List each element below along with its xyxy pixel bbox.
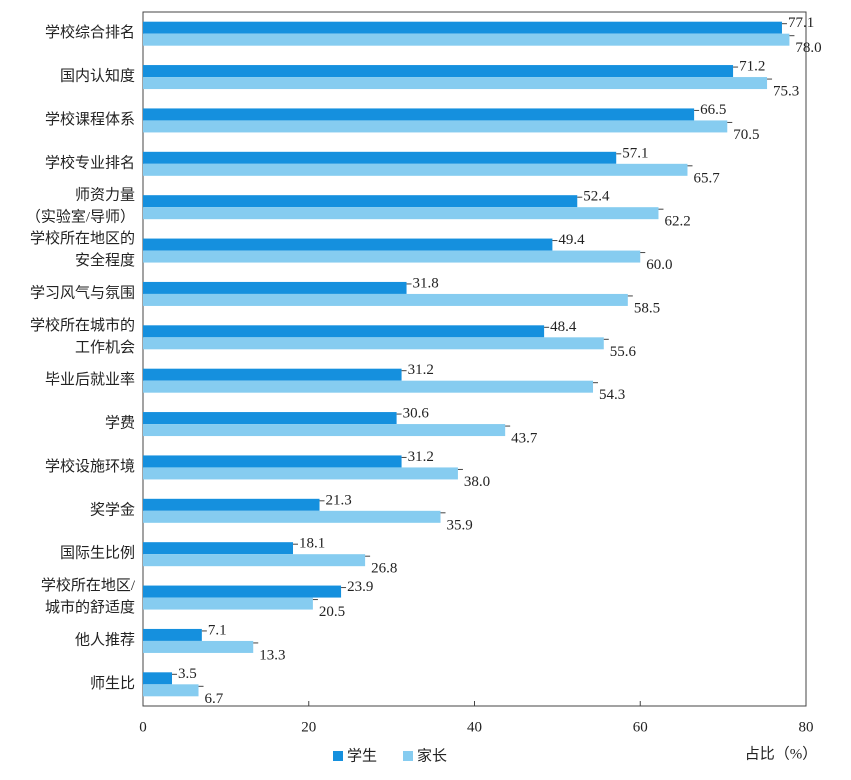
value-label: 3.5 (178, 666, 197, 682)
value-label: 60.0 (646, 257, 672, 273)
x-tick-label: 40 (467, 719, 482, 735)
value-label: 20.5 (319, 604, 345, 620)
value-label: 21.3 (326, 492, 352, 508)
x-tick-label: 80 (799, 719, 814, 735)
value-label: 55.6 (610, 344, 637, 360)
value-label: 18.1 (299, 536, 325, 552)
value-label: 48.4 (550, 319, 577, 335)
value-label: 75.3 (773, 84, 799, 100)
value-label: 78.0 (795, 40, 821, 56)
x-tick-label: 20 (301, 719, 316, 735)
x-tick-label: 60 (633, 719, 648, 735)
value-label: 43.7 (511, 431, 538, 447)
y-tick-label: 他人推荐 (75, 631, 135, 648)
bar (143, 412, 397, 425)
bar (143, 250, 641, 263)
bar (143, 684, 199, 697)
value-label: 52.4 (583, 189, 610, 205)
legend-swatch (333, 751, 343, 761)
bar (143, 554, 366, 567)
y-tick-label: 毕业后就业率 (45, 371, 135, 388)
value-label: 66.5 (700, 102, 726, 118)
value-label: 38.0 (464, 474, 490, 490)
bar (143, 542, 294, 555)
y-tick-label: 学校综合排名 (45, 24, 135, 41)
bar (143, 151, 617, 164)
bar (143, 163, 688, 176)
value-label: 58.5 (634, 300, 660, 316)
value-label: 54.3 (599, 387, 625, 403)
bar (143, 380, 594, 393)
y-tick-label: 学费 (105, 415, 135, 432)
y-tick-label: 安全程度 (75, 251, 135, 269)
y-tick-label: 学校课程体系 (45, 111, 135, 128)
bar (143, 510, 441, 523)
y-tick-label: （实验室/导师） (26, 209, 135, 226)
bar (143, 424, 506, 437)
value-label: 57.1 (622, 145, 648, 161)
legend-swatch (403, 751, 413, 761)
bar (143, 325, 545, 338)
y-tick-label: 学校设施环境 (45, 457, 135, 475)
value-label: 23.9 (347, 579, 373, 595)
y-tick-label: 师资力量 (75, 187, 135, 204)
bar (143, 597, 313, 610)
y-tick-label: 国内认知度 (60, 68, 135, 85)
bar (143, 238, 553, 251)
y-tick-label: 学校所在地区/ (41, 577, 136, 594)
value-label: 31.8 (413, 275, 439, 291)
y-tick-label: 工作机会 (75, 339, 135, 356)
bar (143, 585, 342, 598)
bar (143, 368, 402, 381)
bar (143, 455, 402, 468)
y-tick-label: 学校专业排名 (45, 154, 135, 171)
bar (143, 195, 578, 208)
bar (143, 337, 604, 350)
value-label: 49.4 (558, 232, 585, 248)
bar (143, 33, 790, 46)
bar (143, 640, 254, 653)
y-tick-label: 国际生比例 (60, 545, 135, 562)
bar (143, 108, 695, 121)
value-label: 65.7 (693, 170, 720, 186)
bar (143, 120, 728, 133)
x-axis-label: 占比（%） (745, 745, 818, 762)
bar (143, 77, 768, 90)
bar (143, 293, 628, 306)
y-tick-label: 学校所在城市的 (30, 317, 135, 334)
value-label: 13.3 (259, 647, 285, 663)
bar (143, 672, 173, 685)
bar (143, 65, 734, 78)
bar (143, 628, 202, 641)
legend-label: 家长 (417, 747, 447, 764)
bar (143, 281, 407, 294)
value-label: 31.2 (408, 362, 434, 378)
value-label: 70.5 (733, 127, 759, 143)
value-label: 30.6 (403, 406, 430, 422)
bar (143, 21, 782, 34)
y-tick-label: 学习风气与氛围 (30, 284, 135, 301)
y-tick-label: 城市的舒适度 (45, 599, 135, 616)
y-tick-label: 学校所在地区的 (30, 230, 135, 247)
legend-label: 学生 (347, 747, 377, 764)
bar (143, 207, 659, 220)
value-label: 31.2 (408, 449, 434, 465)
y-tick-label: 奖学金 (90, 501, 135, 518)
bar (143, 498, 320, 511)
value-label: 62.2 (664, 214, 690, 230)
bar (143, 467, 458, 480)
value-label: 7.1 (208, 622, 227, 638)
x-tick-label: 0 (139, 719, 147, 735)
value-label: 77.1 (788, 15, 814, 31)
value-label: 71.2 (739, 59, 765, 75)
value-label: 26.8 (371, 561, 397, 577)
value-label: 35.9 (447, 517, 473, 533)
value-label: 6.7 (205, 691, 224, 707)
y-tick-label: 师生比 (90, 675, 135, 692)
